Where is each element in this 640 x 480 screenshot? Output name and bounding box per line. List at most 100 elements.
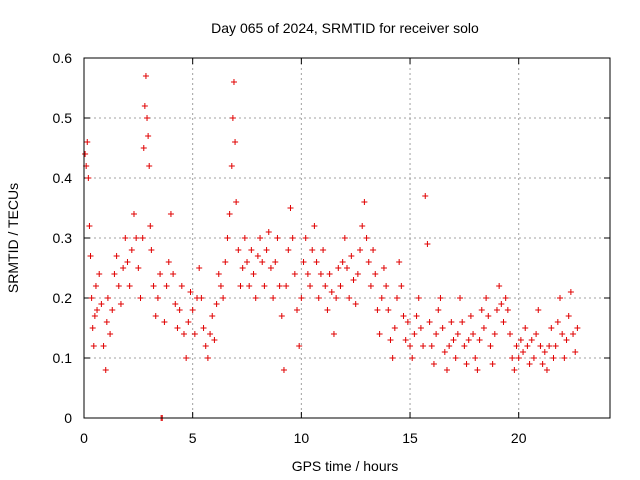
data-point (507, 331, 514, 337)
data-point (485, 313, 492, 319)
data-point (335, 265, 342, 271)
data-point (152, 313, 159, 319)
data-point (91, 313, 98, 319)
data-point (287, 205, 294, 211)
data-point (509, 355, 516, 361)
data-point (348, 253, 355, 259)
data-point (107, 331, 114, 337)
data-point (139, 235, 146, 241)
data-point (224, 235, 231, 241)
data-point (180, 331, 187, 337)
data-point (217, 283, 224, 289)
data-point (154, 295, 161, 301)
data-point (294, 307, 301, 313)
data-point (428, 343, 435, 349)
data-point (207, 331, 214, 337)
data-point (145, 133, 152, 139)
data-point (233, 199, 240, 205)
data-point (232, 139, 239, 145)
data-point (283, 283, 290, 289)
data-point (209, 313, 216, 319)
data-point (552, 343, 559, 349)
data-point (254, 253, 261, 259)
data-point (133, 235, 140, 241)
data-point (526, 361, 533, 367)
data-point (563, 337, 570, 343)
data-point (285, 247, 292, 253)
data-point (137, 295, 144, 301)
data-point (140, 145, 147, 151)
data-point (246, 283, 253, 289)
data-point (517, 337, 524, 343)
data-point (391, 325, 398, 331)
data-point (383, 283, 390, 289)
data-point (84, 139, 91, 145)
data-point (520, 349, 527, 355)
data-point (130, 211, 137, 217)
data-point (491, 331, 498, 337)
data-point (328, 289, 335, 295)
data-point (320, 247, 327, 253)
data-point (441, 349, 448, 355)
data-point (459, 319, 466, 325)
data-point (82, 151, 89, 157)
data-point (265, 229, 272, 235)
data-point (417, 325, 424, 331)
data-point (174, 325, 181, 331)
data-point (515, 355, 522, 361)
data-point (424, 241, 431, 247)
y-tick-label: 0 (64, 410, 72, 426)
data-point (407, 343, 414, 349)
data-point (402, 337, 409, 343)
data-point (333, 295, 340, 301)
data-point (463, 361, 470, 367)
data-point (309, 247, 316, 253)
data-point (446, 343, 453, 349)
data-point (248, 247, 255, 253)
data-point (398, 283, 405, 289)
data-point (96, 271, 103, 277)
x-axis-label: GPS time / hours (292, 458, 399, 474)
data-point (252, 295, 259, 301)
data-point (433, 331, 440, 337)
data-point (557, 295, 564, 301)
data-point (413, 313, 420, 319)
data-point (409, 355, 416, 361)
data-point (146, 163, 153, 169)
data-point (259, 259, 266, 265)
data-point (176, 307, 183, 313)
y-tick-label: 0.5 (53, 110, 73, 126)
x-tick-label: 20 (511, 430, 527, 446)
data-point (567, 289, 574, 295)
data-point (198, 295, 205, 301)
y-tick-label: 0.1 (53, 350, 73, 366)
data-point (324, 307, 331, 313)
data-point (289, 235, 296, 241)
data-point (270, 295, 277, 301)
data-point (150, 283, 157, 289)
data-point (524, 343, 531, 349)
data-point (378, 295, 385, 301)
data-point (465, 337, 472, 343)
data-point (85, 175, 92, 181)
data-point (337, 283, 344, 289)
data-point (363, 235, 370, 241)
data-point (326, 271, 333, 277)
data-point (317, 271, 324, 277)
data-point (226, 211, 233, 217)
data-point (228, 163, 235, 169)
data-point (344, 265, 350, 271)
data-point (267, 265, 274, 271)
data-point (330, 331, 337, 337)
y-axis-label: SRMTID / TECUs (5, 183, 21, 293)
data-point (167, 211, 174, 217)
data-point (104, 295, 111, 301)
data-point (229, 115, 236, 121)
data-point (187, 289, 194, 295)
data-point (472, 355, 479, 361)
data-point (88, 295, 95, 301)
data-point (354, 271, 361, 277)
data-point (204, 355, 211, 361)
data-point (215, 271, 222, 277)
